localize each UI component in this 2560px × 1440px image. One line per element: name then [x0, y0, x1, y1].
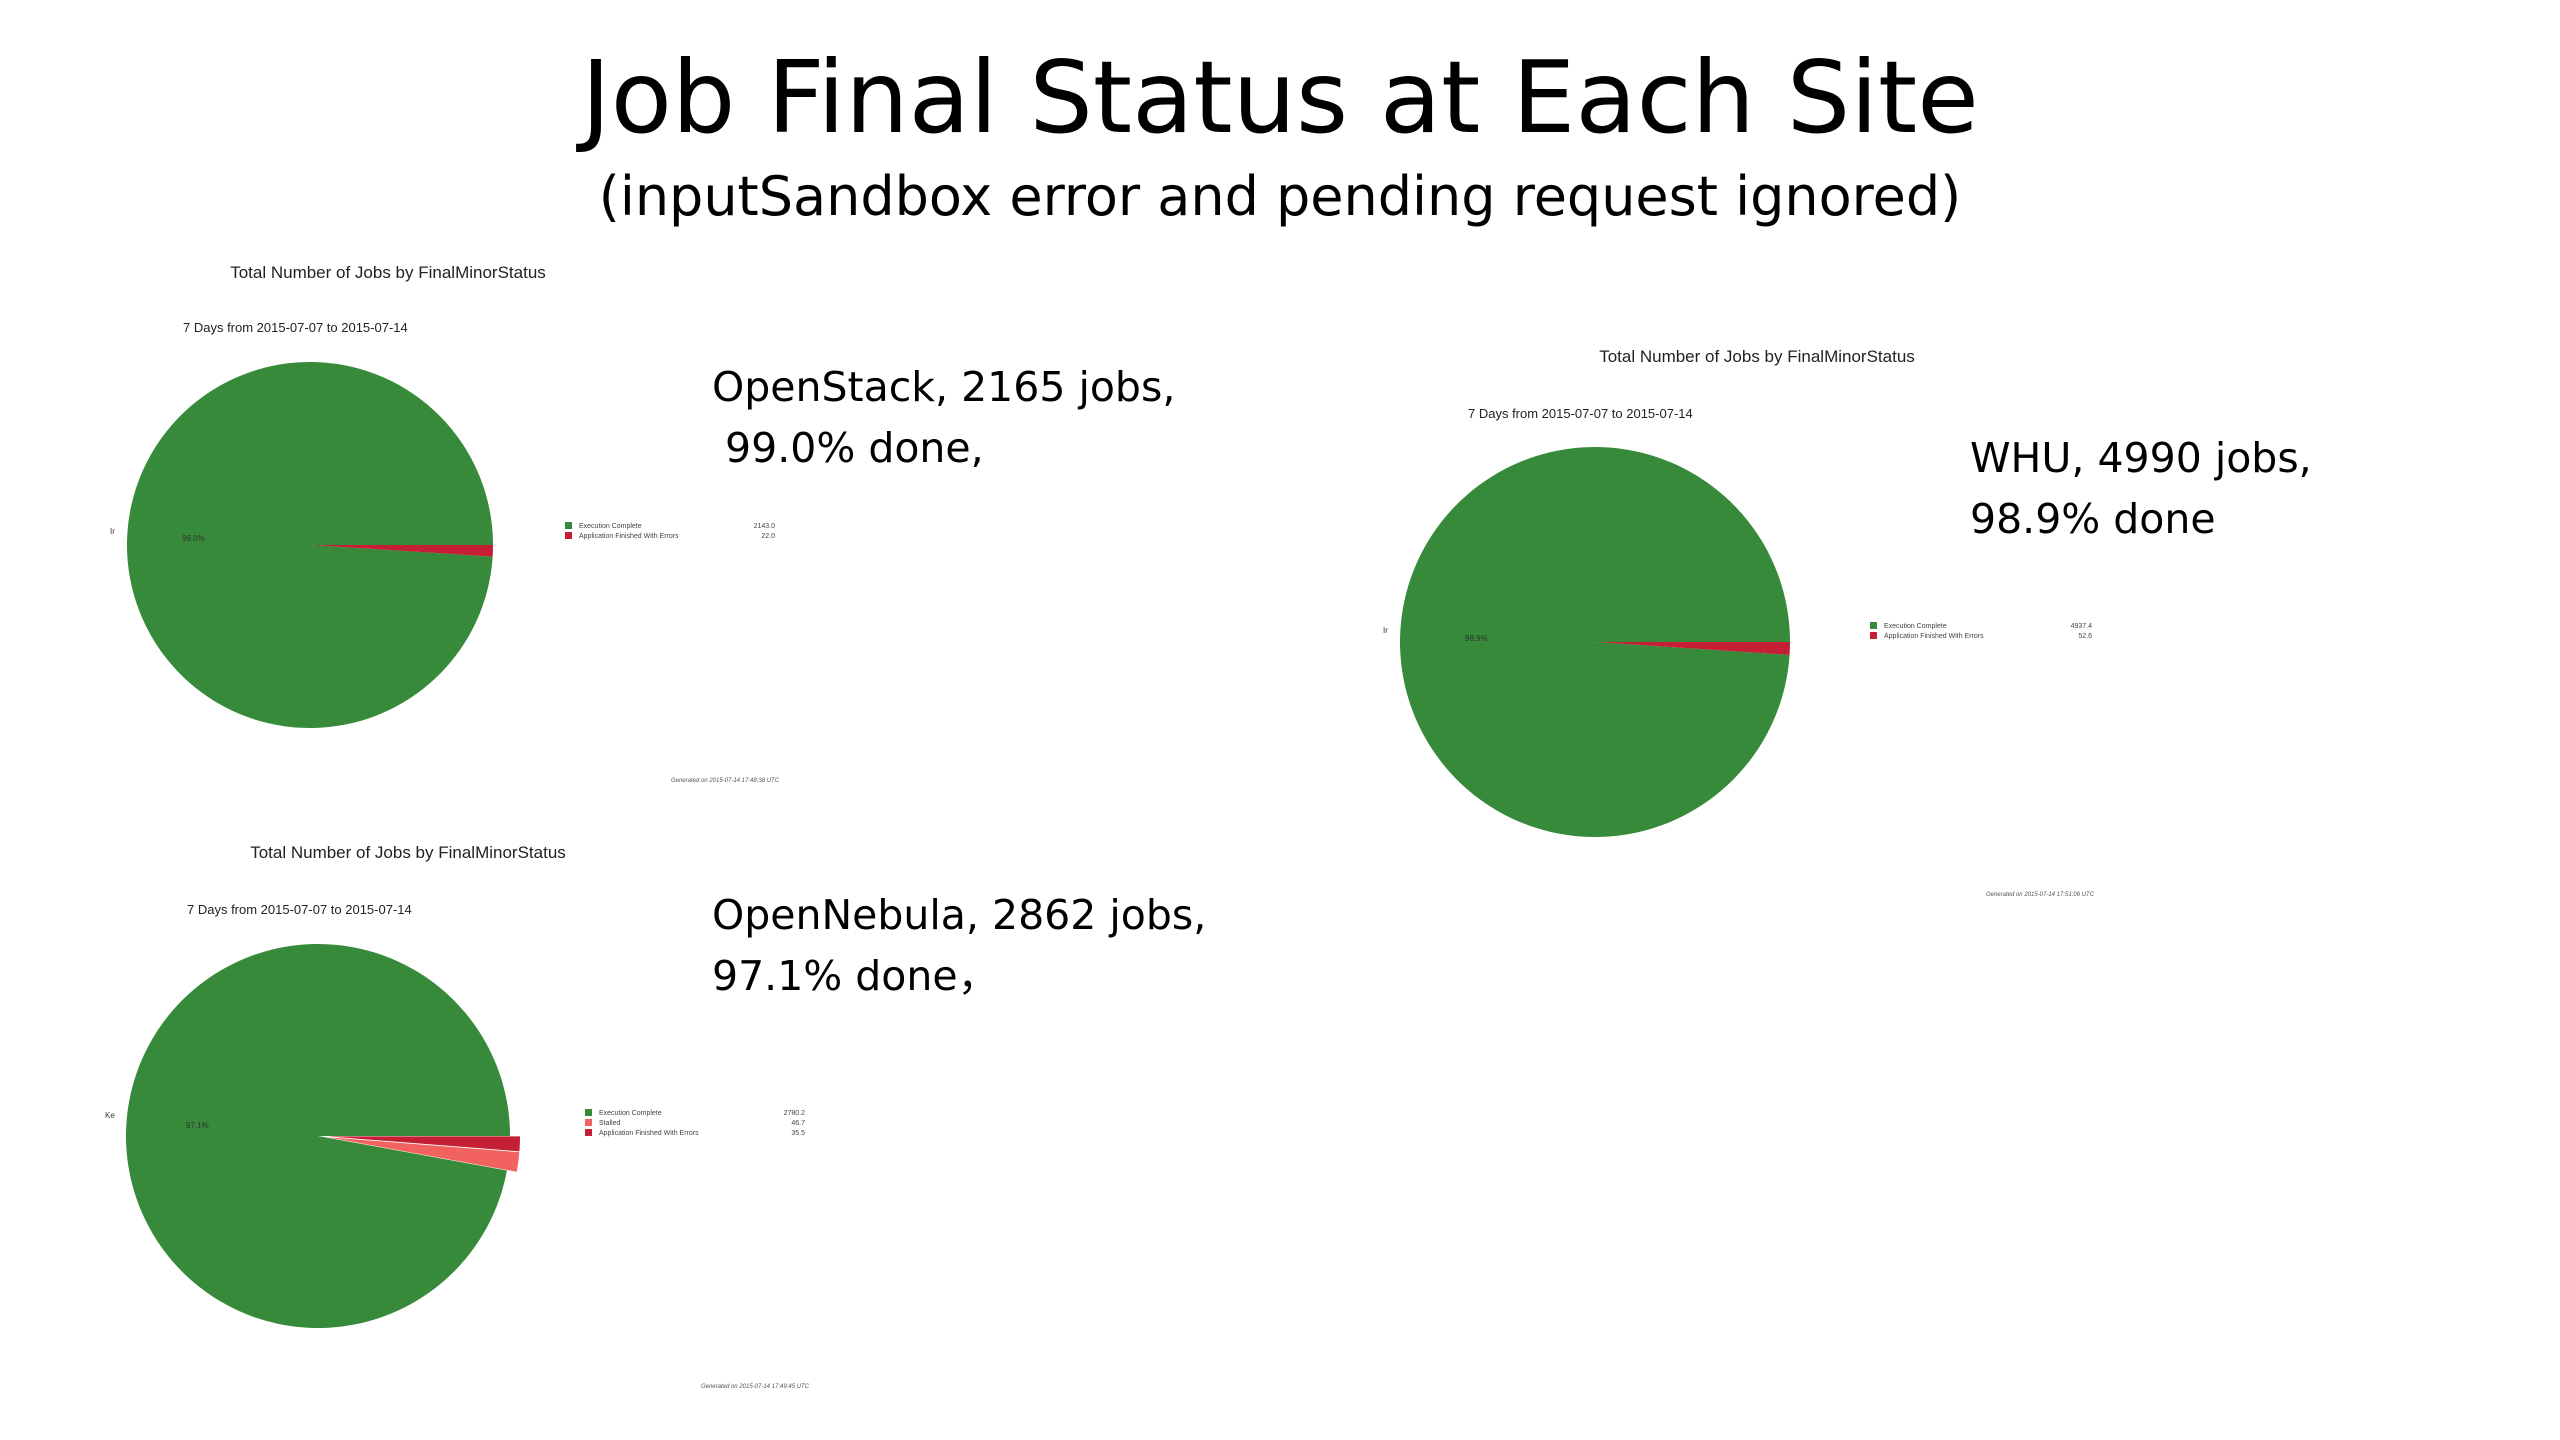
caption-line: WHU, 4990 jobs,	[1970, 434, 2312, 482]
chart-footer: Generated on 2015-07-14 17:49:45 UTC	[701, 1384, 810, 1390]
pie-slice-execution-complete	[126, 362, 493, 729]
legend-swatch-stalled	[585, 1119, 592, 1126]
legend-label-application-finished-with-errors: Application Finished With Errors	[599, 1130, 699, 1137]
legend-value-application-finished-with-errors: 35.5	[791, 1130, 805, 1137]
legend-value-execution-complete: 2143.0	[754, 523, 776, 530]
opennebula-caption: OpenNebula, 2862 jobs, 97.1% done，	[712, 885, 1206, 1007]
legend-value-execution-complete: 4937.4	[2071, 623, 2093, 630]
legend-value-application-finished-with-errors: 52.6	[2078, 633, 2092, 640]
legend-swatch-execution-complete	[565, 522, 572, 529]
caption-line: 97.1% done，	[712, 952, 999, 1000]
pie-slice-application-finished-with-errors	[310, 545, 493, 557]
legend-swatch-execution-complete	[1870, 622, 1877, 629]
legend-value-application-finished-with-errors: 22.0	[761, 533, 775, 540]
legend-value-execution-complete: 2780.2	[784, 1110, 806, 1117]
caption-line: OpenStack, 2165 jobs,	[712, 363, 1176, 411]
caption-line: 99.0% done,	[712, 424, 984, 472]
legend-label-stalled: Stalled	[599, 1120, 621, 1127]
pie-slice-application-finished-with-errors	[327, 1136, 520, 1152]
legend-label-execution-complete: Execution Complete	[1884, 623, 1947, 630]
chart-footer: Generated on 2015-07-14 17:51:06 UTC	[1986, 892, 2095, 898]
chart-title: Total Number of Jobs by FinalMinorStatus	[230, 263, 546, 282]
legend-swatch-application-finished-with-errors	[565, 532, 572, 539]
pie-slice-execution-complete	[1400, 447, 1790, 838]
whu-caption: WHU, 4990 jobs, 98.9% done	[1970, 428, 2312, 550]
legend-swatch-application-finished-with-errors	[1870, 632, 1877, 639]
legend-swatch-application-finished-with-errors	[585, 1129, 592, 1136]
pie-slice-stalled	[327, 1137, 520, 1172]
pie-axis-label: Ir	[1383, 626, 1388, 635]
legend-label-application-finished-with-errors: Application Finished With Errors	[1884, 633, 1984, 640]
legend-label-execution-complete: Execution Complete	[579, 523, 642, 530]
chart-subtitle: 7 Days from 2015-07-07 to 2015-07-14	[183, 320, 408, 335]
chart-footer: Generated on 2015-07-14 17:48:38 UTC	[671, 778, 780, 784]
pie-axis-label: Ir	[110, 527, 115, 536]
chart-title: Total Number of Jobs by FinalMinorStatus	[250, 843, 566, 862]
legend-label-application-finished-with-errors: Application Finished With Errors	[579, 533, 679, 540]
slide-subtitle: (inputSandbox error and pending request …	[598, 165, 1962, 228]
caption-line: OpenNebula, 2862 jobs,	[712, 891, 1207, 939]
chart-title: Total Number of Jobs by FinalMinorStatus	[1599, 347, 1915, 366]
legend-label-execution-complete: Execution Complete	[599, 1110, 662, 1117]
caption-line: 98.9% done	[1970, 495, 2216, 543]
pie-percent-label: 98.9%	[1465, 634, 1488, 643]
chart-subtitle: 7 Days from 2015-07-07 to 2015-07-14	[1468, 406, 1693, 421]
pie-slice-application-finished-with-errors	[1595, 642, 1790, 655]
pie-slice-execution-complete	[126, 944, 510, 1328]
slide-title: Job Final Status at Each Site	[581, 39, 1979, 156]
legend-swatch-execution-complete	[585, 1109, 592, 1116]
pie-axis-label: Ke	[105, 1111, 115, 1120]
chart-subtitle: 7 Days from 2015-07-07 to 2015-07-14	[187, 902, 412, 917]
pie-percent-label: 97.1%	[186, 1121, 209, 1130]
legend-value-stalled: 46.7	[791, 1120, 805, 1127]
openstack-caption: OpenStack, 2165 jobs, 99.0% done,	[712, 357, 1175, 479]
pie-percent-label: 99.0%	[182, 534, 205, 543]
